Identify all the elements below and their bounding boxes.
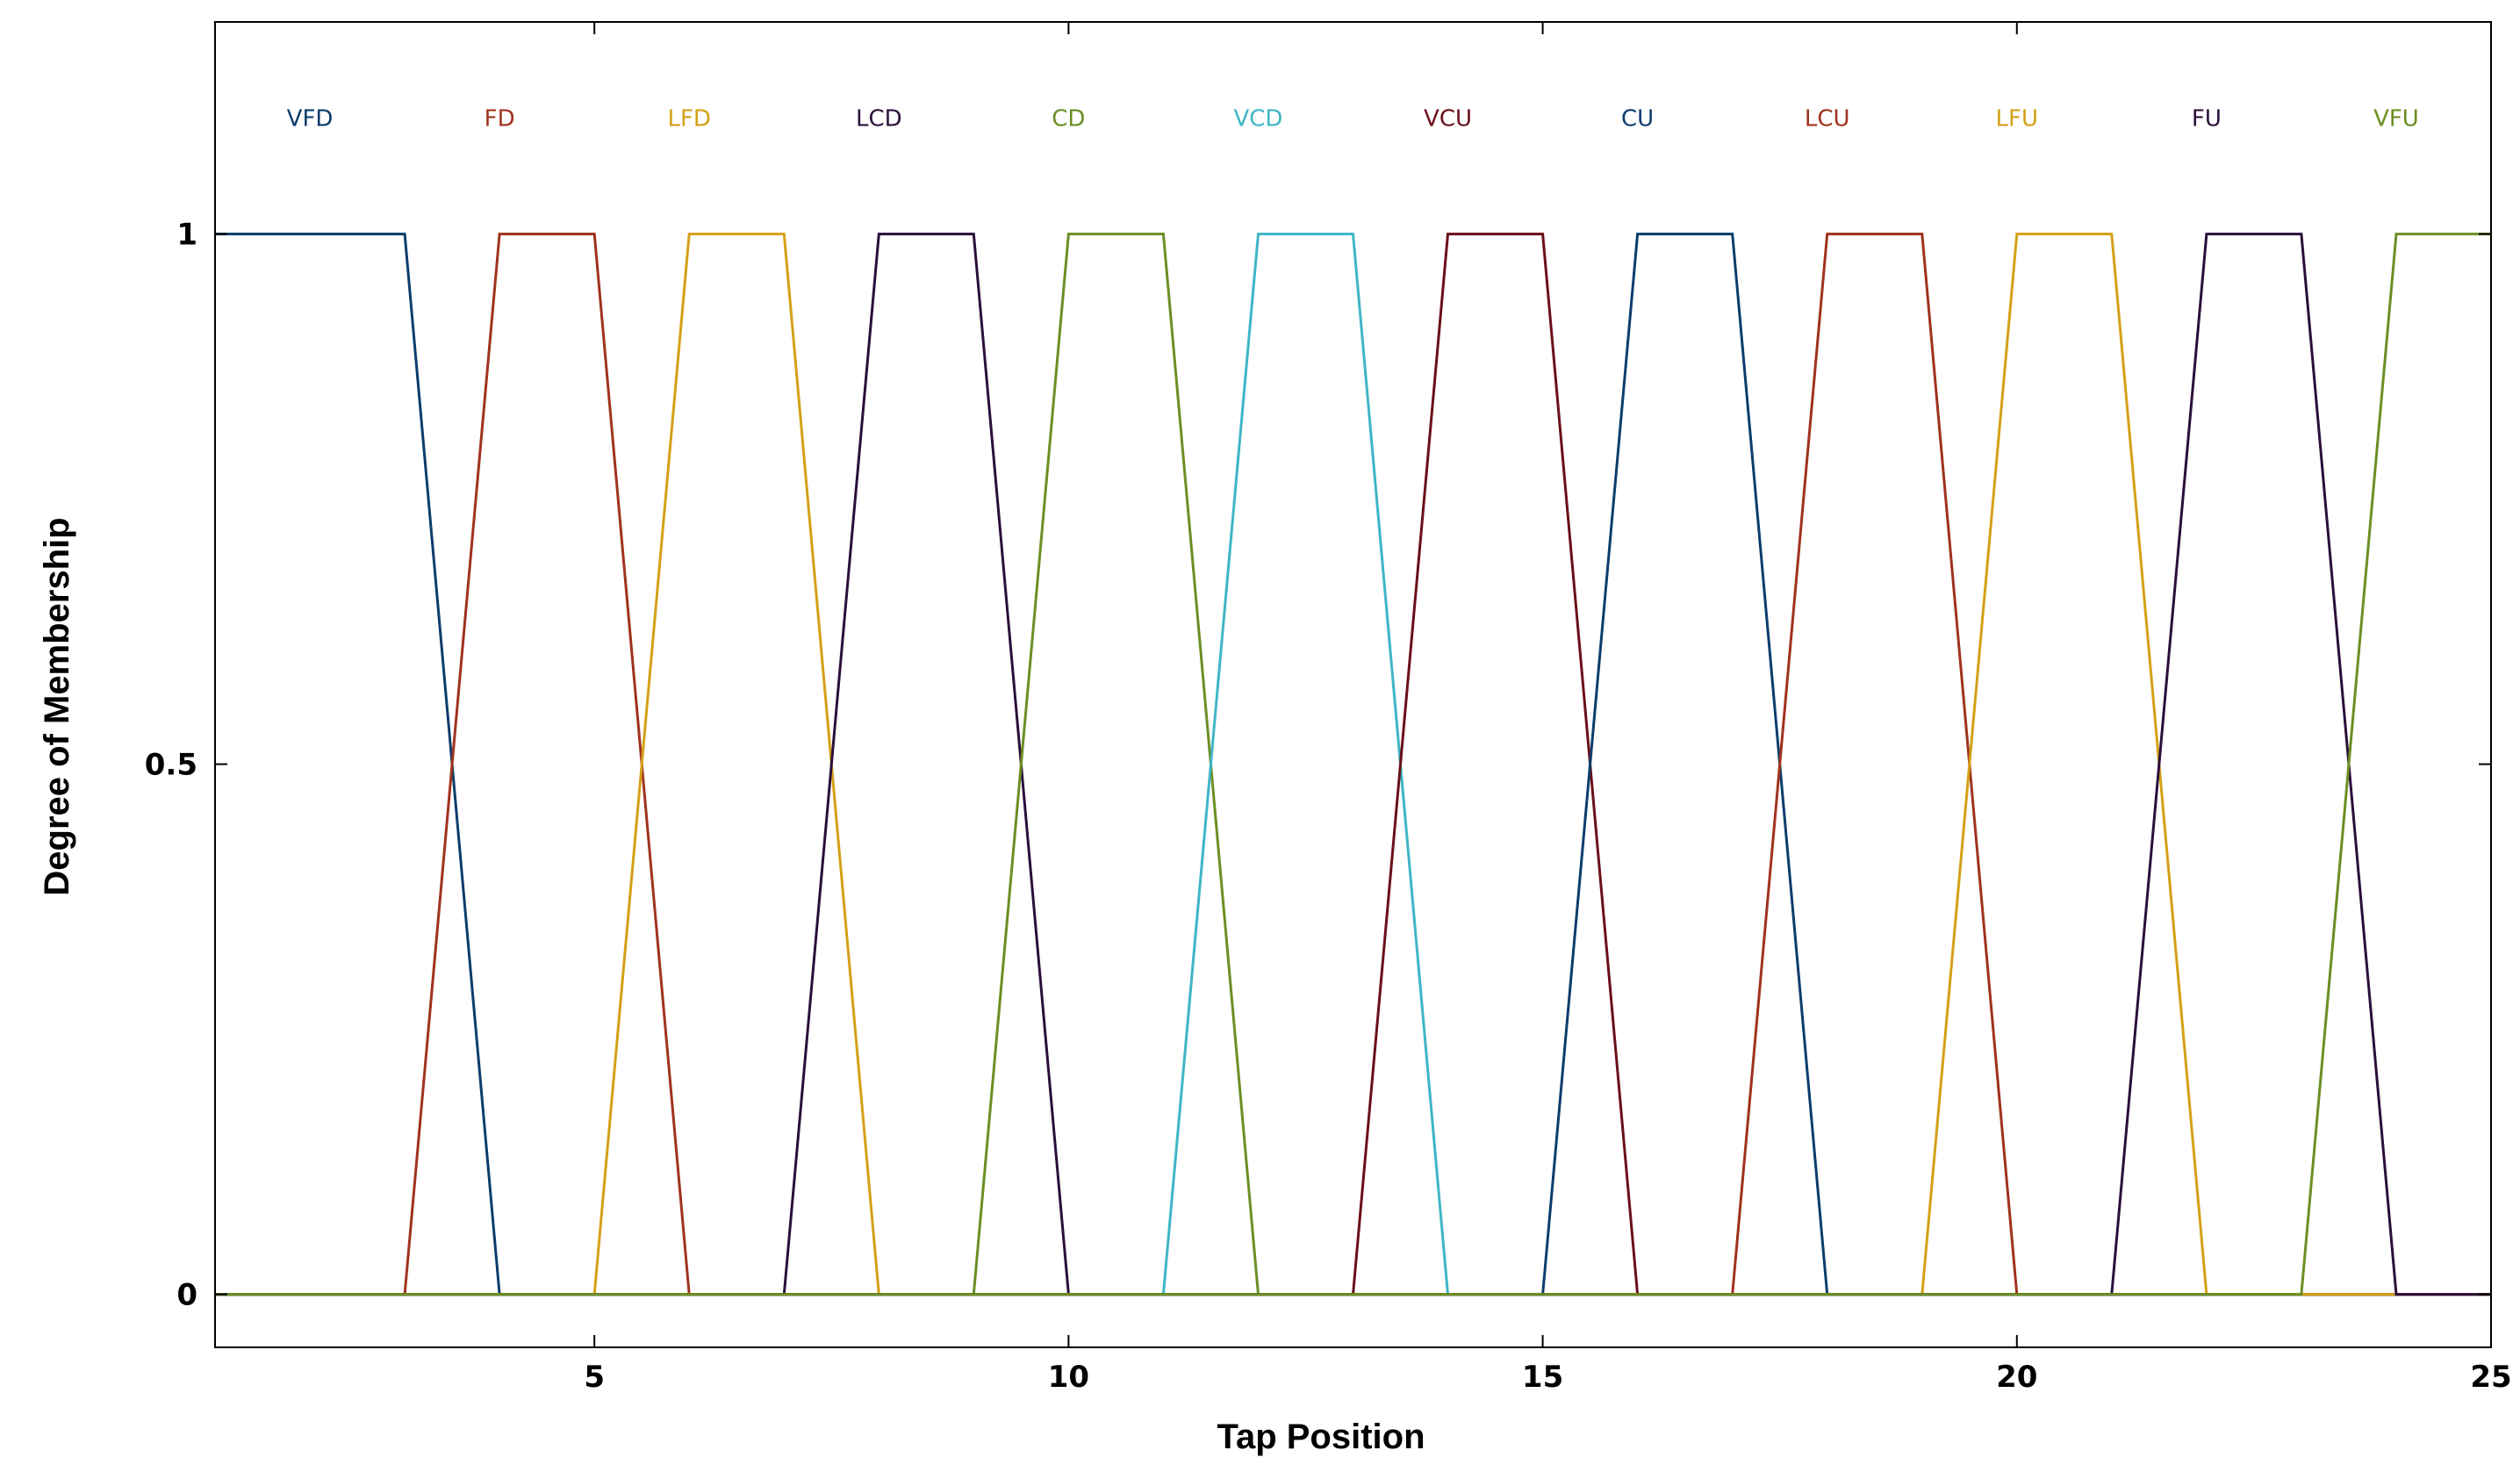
series-vfu-line: [215, 233, 2491, 1296]
x-tick-label: 5: [584, 1360, 605, 1395]
series-vcu-line: [215, 233, 2491, 1296]
label-lfu: LFU: [1996, 106, 2038, 133]
x-tick-label: 15: [1522, 1360, 1563, 1395]
plot-frame: [214, 21, 2492, 1348]
label-fu: FU: [2192, 106, 2222, 133]
series-cd-line: [215, 233, 2491, 1296]
label-cd: CD: [1052, 106, 1085, 133]
label-vcu: VCU: [1424, 106, 1472, 133]
series-layer: [215, 233, 2491, 1296]
label-lcd: LCD: [856, 106, 902, 133]
series-fu-line: [215, 233, 2491, 1296]
series-lcd-line: [215, 233, 2491, 1296]
label-cu: CU: [1621, 106, 1654, 133]
x-tick-label: 10: [1048, 1360, 1089, 1395]
series-lcu-line: [215, 233, 2491, 1296]
x-tick-label: 20: [1996, 1360, 2037, 1395]
y-tick-label: 0.5: [145, 748, 197, 783]
y-tick-label: 0: [176, 1278, 197, 1313]
y-axis-title: Degree of Membership: [38, 517, 76, 895]
x-axis-title: Tap Position: [1217, 1418, 1425, 1456]
label-lfd: LFD: [667, 106, 710, 133]
series-cu-line: [215, 233, 2491, 1296]
series-lfd-line: [215, 233, 2491, 1296]
label-vfd: VFD: [287, 106, 334, 133]
y-tick-label: 1: [176, 218, 197, 253]
label-vfu: VFU: [2373, 106, 2419, 133]
label-vcd: VCD: [1233, 106, 1282, 133]
label-lcu: LCU: [1805, 106, 1850, 133]
axes: 5 10 15 20 25 0 0.5 1: [145, 21, 2512, 1395]
series-lfu-line: [215, 233, 2491, 1296]
x-tick-label: 25: [2470, 1360, 2511, 1395]
label-fd: FD: [485, 106, 515, 133]
series-vcd-line: [215, 233, 2491, 1296]
series-vfd-line: [215, 233, 2491, 1296]
series-fd-line: [215, 233, 2491, 1296]
membership-labels: VFD FD LFD LCD CD VCD VCU CU LCU LFU FU VFU: [287, 106, 2419, 133]
